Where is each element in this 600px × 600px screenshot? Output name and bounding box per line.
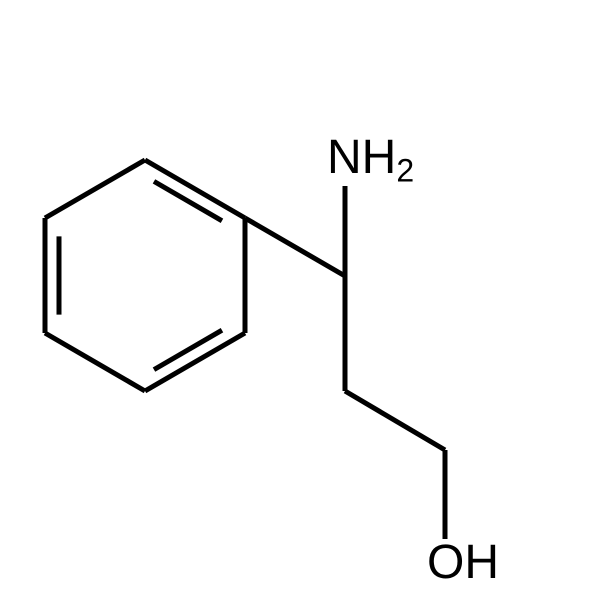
bond bbox=[45, 333, 145, 391]
bond bbox=[145, 160, 245, 218]
atom-label-n: NH2 bbox=[327, 131, 414, 189]
atom-label-o: OH bbox=[427, 536, 499, 589]
bond bbox=[145, 333, 245, 391]
chemical-structure-diagram: NH2 OH bbox=[0, 0, 600, 600]
bond bbox=[45, 160, 145, 218]
bond bbox=[345, 391, 445, 450]
bond bbox=[245, 218, 345, 276]
